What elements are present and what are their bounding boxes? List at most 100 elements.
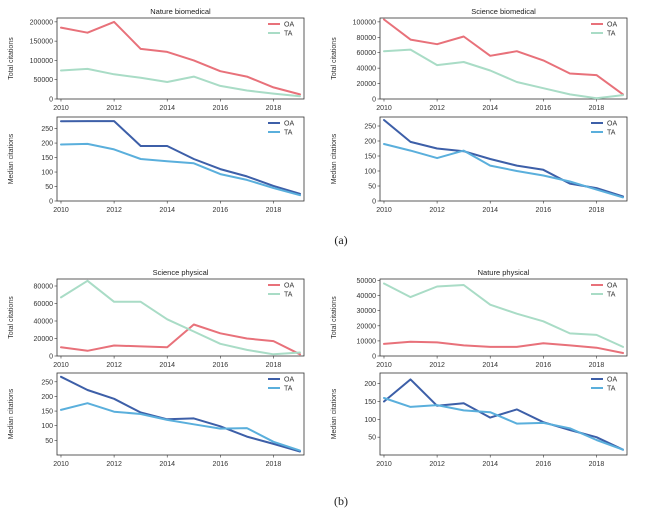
y-tick-label: 60000 [357,50,377,57]
y-axis-label: Total citations [8,296,15,339]
chart-0: Nature biomedical Total citations 2010 2012… [8,7,305,112]
y-axis-label: Median citations [8,133,15,184]
x-tick-label: 2018 [266,207,282,214]
legend-label-ta: TA [607,386,616,393]
series-line-ta [60,142,301,197]
chart-title: Science biomedical [471,7,536,16]
y-tick-label: 200000 [30,19,53,26]
y-tick-label: 50000 [357,278,377,285]
x-tick-label: 2016 [536,461,552,468]
y-tick-label: 30000 [357,308,377,315]
series-line-oa [383,18,624,96]
legend-label-oa: OA [284,121,294,128]
x-tick-label: 2010 [53,461,69,468]
y-tick-label: 50 [368,435,376,442]
x-tick-label: 2016 [213,362,229,369]
x-tick-label: 2012 [106,362,122,369]
plot-frame [56,17,305,100]
series-line-ta [383,397,624,451]
x-tick-label: 2014 [482,461,498,468]
x-tick-label: 2018 [266,461,282,468]
y-tick-label: 100 [41,423,53,430]
x-tick-label: 2012 [429,362,445,369]
series-line-ta [383,143,624,199]
y-tick-label: 100000 [353,19,376,26]
x-tick-label: 2018 [589,461,605,468]
y-tick-label: 200 [364,381,376,388]
x-tick-label: 2016 [536,362,552,369]
chart-title: Nature physical [478,268,530,277]
plot-frame [56,278,305,357]
series-line-oa [383,378,624,451]
y-tick-label: 40000 [34,319,54,326]
x-tick-label: 2014 [482,105,498,112]
plot-frame [56,372,305,456]
series-line-oa [60,120,301,195]
y-tick-label: 50 [368,184,376,191]
legend-label-ta: TA [284,292,293,299]
x-tick-label: 2018 [589,105,605,112]
series-line-ta [60,279,301,356]
y-tick-label: 0 [49,199,53,206]
series-line-oa [60,323,301,356]
y-axis-label: Median citations [8,388,15,439]
plot-frame [379,372,628,456]
legend-label-ta: TA [284,130,293,137]
x-tick-label: 2010 [53,105,69,112]
y-axis-label: Total citations [8,37,15,80]
legend-label-ta: TA [607,31,616,38]
y-tick-label: 100 [364,169,376,176]
series-line-ta [383,282,624,348]
x-tick-label: 2010 [376,105,392,112]
y-tick-label: 250 [364,124,376,131]
y-tick-label: 0 [372,199,376,206]
panels: Nature biomedical Total citations 2010 2012… [8,7,628,468]
chart-4: Science physical Total citations 2010 2012 2… [8,268,305,369]
chart-5: Nature physical Total citations 2010 2012 20… [331,268,628,369]
legend-label-oa: OA [607,121,617,128]
y-tick-label: 200 [41,394,53,401]
x-tick-label: 2010 [376,461,392,468]
x-tick-label: 2014 [159,105,175,112]
x-tick-label: 2018 [266,105,282,112]
series-line-ta [60,402,301,452]
x-tick-label: 2018 [589,207,605,214]
chart-3: Median citations 2010 2012 2014 2016 2018 0 50 1… [331,116,628,214]
y-tick-label: 80000 [357,35,377,42]
y-tick-label: 0 [49,354,53,361]
series-line-oa [383,119,624,198]
x-tick-label: 2014 [159,461,175,468]
x-tick-label: 2010 [376,207,392,214]
chart-1: Science biomedical Total citations 2010 201… [331,7,628,112]
plot-frame [56,116,305,202]
legend-label-ta: TA [284,31,293,38]
x-tick-label: 2010 [376,362,392,369]
y-tick-label: 200 [41,141,53,148]
plot-frame [379,116,628,202]
caption-a: (a) [334,233,347,247]
y-tick-label: 0 [49,97,53,104]
y-tick-label: 10000 [357,338,377,345]
x-tick-label: 2016 [536,105,552,112]
x-tick-label: 2018 [589,362,605,369]
x-tick-label: 2012 [429,105,445,112]
y-tick-label: 150 [364,154,376,161]
x-tick-label: 2010 [53,362,69,369]
y-tick-label: 0 [372,354,376,361]
chart-title: Science physical [153,268,209,277]
x-tick-label: 2010 [53,207,69,214]
series-line-ta [383,48,624,100]
y-tick-label: 100000 [30,58,53,65]
caption-b: (b) [334,494,348,508]
y-tick-label: 100 [41,170,53,177]
y-tick-label: 50 [45,438,53,445]
x-tick-label: 2016 [536,207,552,214]
x-tick-label: 2018 [266,362,282,369]
y-tick-label: 150 [41,409,53,416]
y-tick-label: 60000 [34,301,54,308]
y-tick-label: 80000 [34,284,54,291]
series-line-oa [60,20,301,96]
legend-label-oa: OA [607,377,617,384]
legend-label-ta: TA [607,292,616,299]
